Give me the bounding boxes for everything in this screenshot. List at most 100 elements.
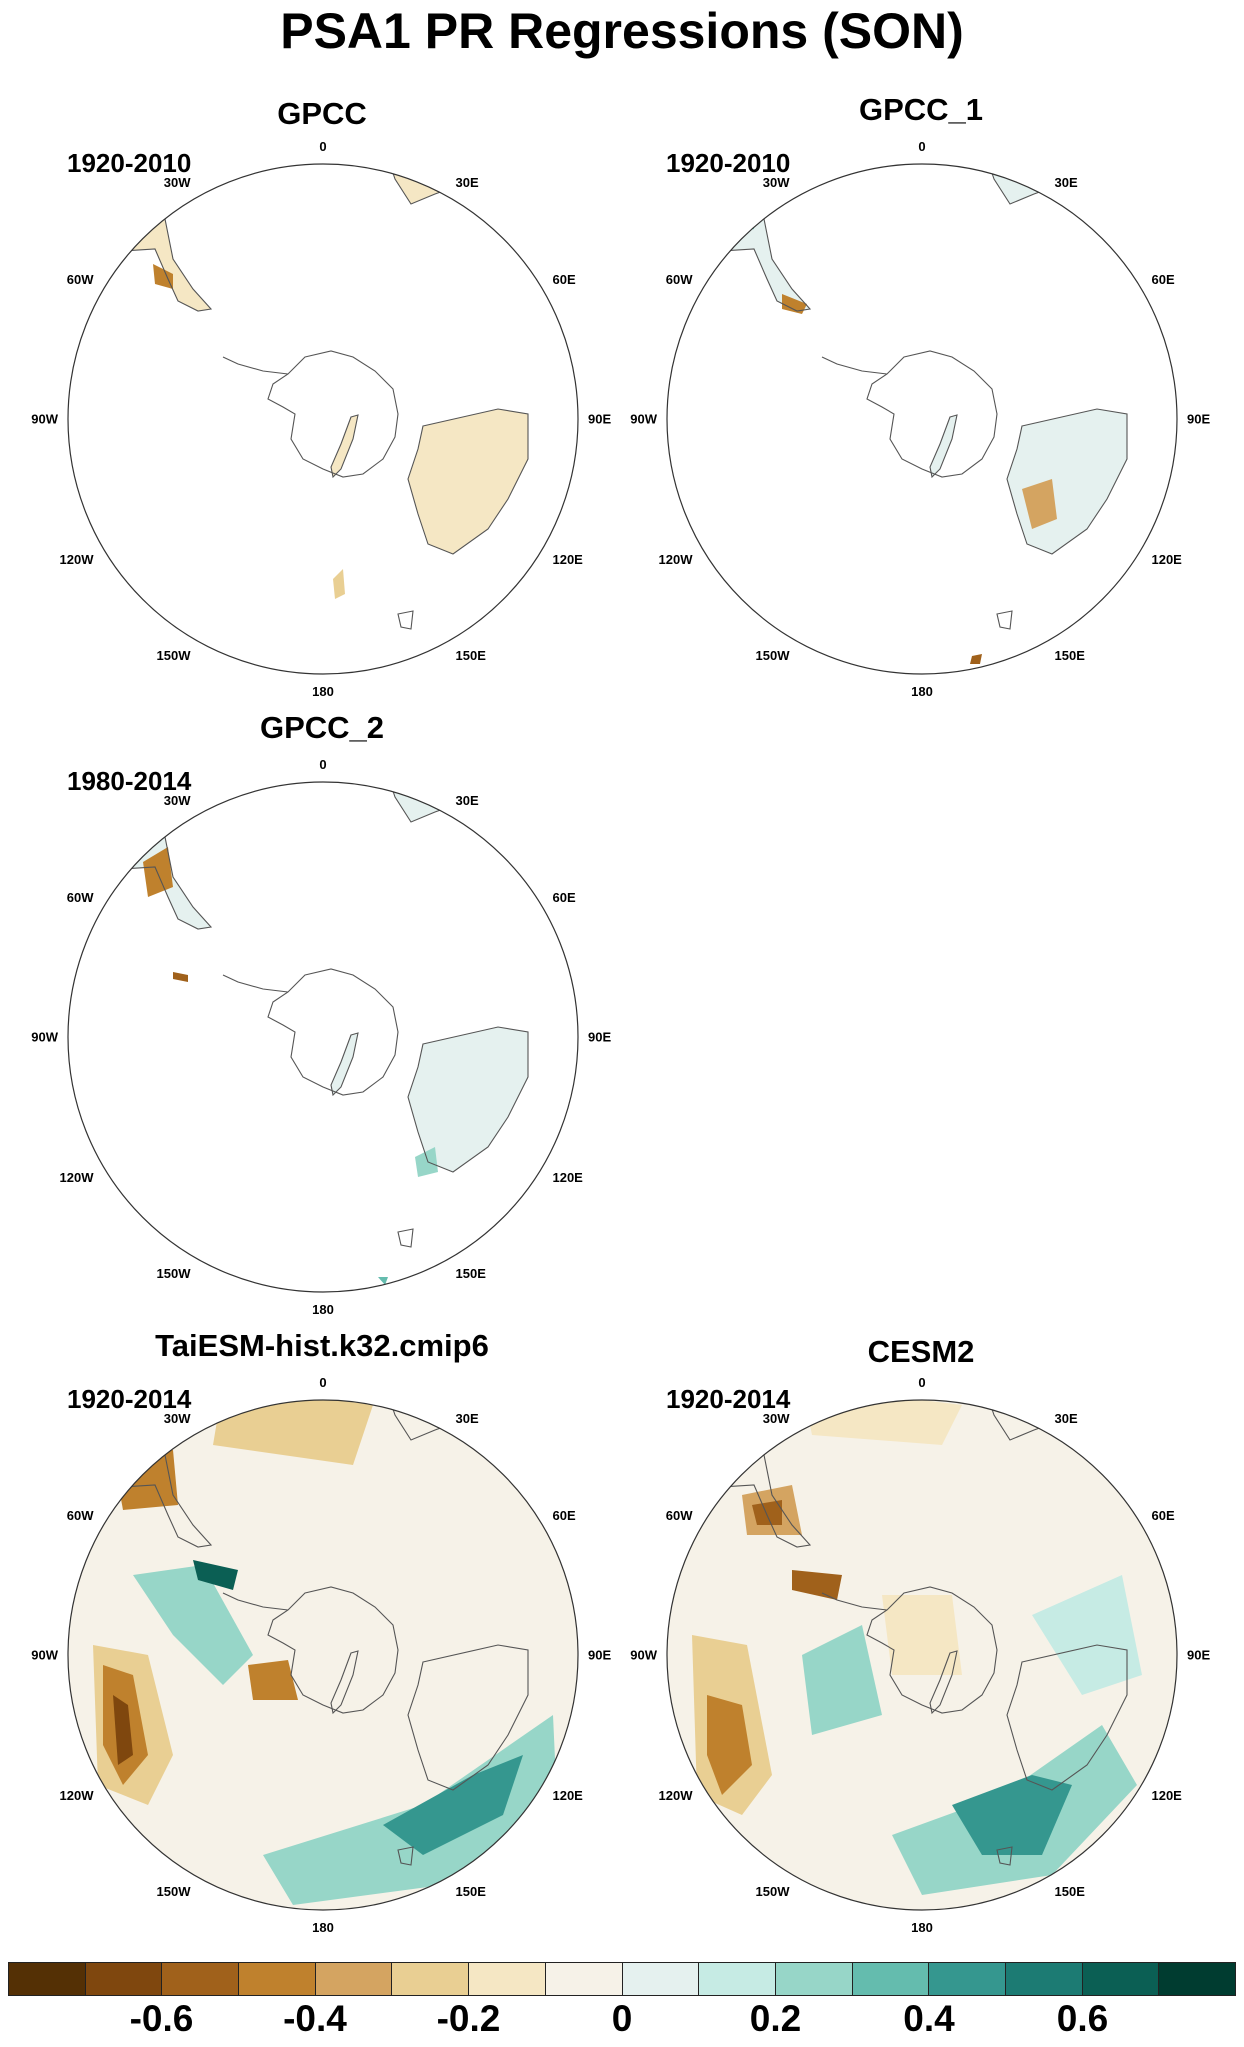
- longitude-label: 150E: [455, 648, 486, 664]
- panel-title: GPCC_1: [858, 92, 984, 127]
- colorbar-tick-label: -0.2: [436, 1998, 501, 2039]
- colorbar-swatch: [315, 1963, 393, 1995]
- longitude-label: 120W: [658, 551, 693, 567]
- colorbar-swatch: [1159, 1963, 1235, 1995]
- colorbar-swatch: [699, 1963, 776, 1995]
- longitude-label: 30W: [163, 792, 191, 808]
- colorbar-swatch: [85, 1963, 163, 1995]
- longitude-label: 180: [312, 1302, 334, 1317]
- panel-period: 1920-2014: [67, 1384, 192, 1414]
- colorbar-swatch: [239, 1963, 316, 1995]
- longitude-label: 120E: [1151, 551, 1182, 567]
- longitude-label: 120W: [59, 1787, 94, 1803]
- colorbar-swatch: [9, 1963, 86, 1995]
- longitude-label: 120E: [552, 1787, 583, 1803]
- colorbar-swatch: [929, 1963, 1006, 1995]
- longitude-label: 60E: [552, 889, 576, 905]
- longitude-label: 0: [918, 139, 926, 154]
- colorbar: [8, 1962, 1236, 1996]
- longitude-label: 30E: [455, 1410, 479, 1426]
- longitude-label: 60E: [1151, 1507, 1175, 1523]
- longitude-label: 90W: [630, 411, 657, 427]
- colorbar-tick-label: 0.4: [903, 1998, 955, 2039]
- longitude-label: 0: [319, 1375, 327, 1390]
- longitude-label: 90E: [588, 411, 612, 427]
- panel-period: 1920-2010: [67, 148, 192, 178]
- longitude-label: 120W: [59, 551, 94, 567]
- panel-title: TaiESM-hist.k32.cmip6: [155, 1328, 489, 1363]
- longitude-label: 180: [312, 684, 334, 699]
- panel-title: CESM2: [867, 1334, 975, 1369]
- colorbar-tick-label: -0.4: [283, 1998, 347, 2039]
- longitude-label: 120E: [552, 551, 583, 567]
- longitude-label: 30E: [1054, 1410, 1078, 1426]
- longitude-label: 90E: [588, 1029, 612, 1045]
- longitude-label: 30E: [455, 792, 479, 808]
- longitude-label: 30E: [1054, 174, 1078, 190]
- longitude-label: 60W: [665, 271, 693, 287]
- colorbar-tick-label: 0.6: [1056, 1998, 1109, 2039]
- colorbar-tick-label: -0.6: [129, 1998, 194, 2039]
- polar-stereographic-map: [666, 163, 1178, 675]
- longitude-label: 150W: [156, 1884, 191, 1900]
- longitude-label: 120W: [59, 1169, 94, 1185]
- colorbar-swatch: [392, 1963, 470, 1995]
- colorbar-swatch: [1005, 1963, 1083, 1995]
- longitude-label: 60E: [1151, 271, 1175, 287]
- longitude-label: 30E: [455, 174, 479, 190]
- longitude-label: 60W: [665, 1507, 693, 1523]
- longitude-label: 120E: [1151, 1787, 1182, 1803]
- colorbar-swatch: [622, 1963, 700, 1995]
- longitude-label: 150W: [755, 1884, 790, 1900]
- colorbar-swatch: [1082, 1963, 1160, 1995]
- longitude-label: 30W: [762, 1410, 790, 1426]
- panel-period: 1980-2014: [67, 766, 192, 796]
- polar-stereographic-map: [666, 1399, 1178, 1911]
- longitude-label: 90E: [588, 1647, 612, 1663]
- longitude-label: 120E: [552, 1169, 583, 1185]
- longitude-label: 90W: [31, 411, 58, 427]
- longitude-label: 90E: [1187, 411, 1211, 427]
- longitude-label: 90W: [31, 1029, 58, 1045]
- longitude-label: 150W: [156, 648, 191, 664]
- longitude-label: 150E: [455, 1266, 486, 1282]
- colorbar-swatch: [852, 1963, 930, 1995]
- colorbar-tick-label: 0: [611, 1998, 633, 2039]
- longitude-label: 150W: [156, 1266, 191, 1282]
- figure-title: PSA1 PR Regressions (SON): [280, 3, 964, 59]
- longitude-label: 0: [319, 757, 327, 772]
- longitude-label: 60E: [552, 271, 576, 287]
- longitude-label: 30W: [163, 174, 191, 190]
- longitude-label: 30W: [163, 1410, 191, 1426]
- longitude-label: 90E: [1187, 1647, 1211, 1663]
- panel-period: 1920-2014: [666, 1384, 791, 1414]
- longitude-label: 30W: [762, 174, 790, 190]
- polar-stereographic-map: [67, 781, 579, 1293]
- longitude-label: 60W: [66, 271, 94, 287]
- colorbar-swatch: [545, 1963, 623, 1995]
- panel-period: 1920-2010: [666, 148, 791, 178]
- longitude-label: 180: [911, 1920, 933, 1935]
- longitude-label: 150E: [455, 1884, 486, 1900]
- polar-stereographic-map: [67, 163, 579, 675]
- longitude-label: 60W: [66, 1507, 94, 1523]
- longitude-label: 90W: [630, 1647, 657, 1663]
- panel-title: GPCC: [277, 96, 367, 131]
- panel-title: GPCC_2: [259, 710, 385, 745]
- longitude-label: 60E: [552, 1507, 576, 1523]
- longitude-label: 60W: [66, 889, 94, 905]
- longitude-label: 120W: [658, 1787, 693, 1803]
- longitude-label: 150W: [755, 648, 790, 664]
- longitude-label: 0: [319, 139, 327, 154]
- longitude-label: 150E: [1054, 1884, 1085, 1900]
- longitude-label: 150E: [1054, 648, 1085, 664]
- longitude-label: 90W: [31, 1647, 58, 1663]
- colorbar-swatch: [162, 1963, 240, 1995]
- longitude-label: 180: [911, 684, 933, 699]
- colorbar-swatch: [469, 1963, 546, 1995]
- longitude-label: 0: [918, 1375, 926, 1390]
- longitude-label: 180: [312, 1920, 334, 1935]
- polar-stereographic-map: [67, 1399, 579, 1911]
- colorbar-tick-label: 0.2: [749, 1998, 802, 2039]
- colorbar-swatch: [775, 1963, 853, 1995]
